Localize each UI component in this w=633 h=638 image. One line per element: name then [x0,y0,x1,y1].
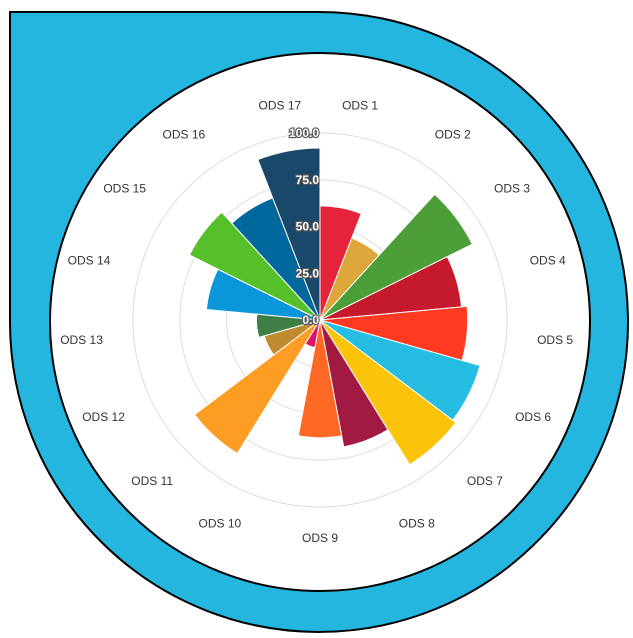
category-label: ODS 7 [467,474,503,488]
category-label: ODS 15 [103,182,146,196]
radial-tick-label: 75.0 [296,173,320,187]
radial-tick-label: 50.0 [296,220,320,234]
category-label: ODS 2 [435,128,471,142]
category-label: ODS 9 [302,531,338,545]
category-label: ODS 10 [199,516,242,530]
category-label: ODS 14 [68,253,111,267]
category-label: ODS 8 [399,516,435,530]
bar-ods-3[interactable] [319,193,474,321]
radial-tick-label: 25.0 [296,266,320,280]
category-label: ODS 13 [60,333,103,347]
bar-ods-9[interactable] [297,319,343,439]
grid-circle [132,132,508,508]
bar-ods-15[interactable] [188,211,321,321]
radial-tick-label: 0.0 [302,313,319,327]
bar-ods-7[interactable] [319,319,457,466]
category-label: ODS 11 [131,474,173,488]
category-label: ODS 5 [537,333,573,347]
bars-layer [188,147,481,466]
bar-ods-17[interactable] [257,147,321,321]
category-label: ODS 17 [259,99,302,113]
category-label: ODS 12 [82,410,125,424]
category-label: ODS 4 [530,253,566,267]
radial-ticks: 0.0 25.0 50.0 75.0 100.0 [288,125,321,328]
category-labels: ODS 1 ODS 2 ODS 3 ODS 4 ODS 5 ODS 6 ODS 7 ODS 8… [60,99,573,545]
category-label: ODS 16 [163,128,206,142]
radial-tick-label: 100.0 [289,126,319,140]
bar-ods-11[interactable] [193,319,321,455]
category-label: ODS 3 [494,182,530,196]
bar-ods-8[interactable] [319,319,389,448]
category-label: ODS 6 [515,410,551,424]
category-label: ODS 1 [342,99,378,113]
